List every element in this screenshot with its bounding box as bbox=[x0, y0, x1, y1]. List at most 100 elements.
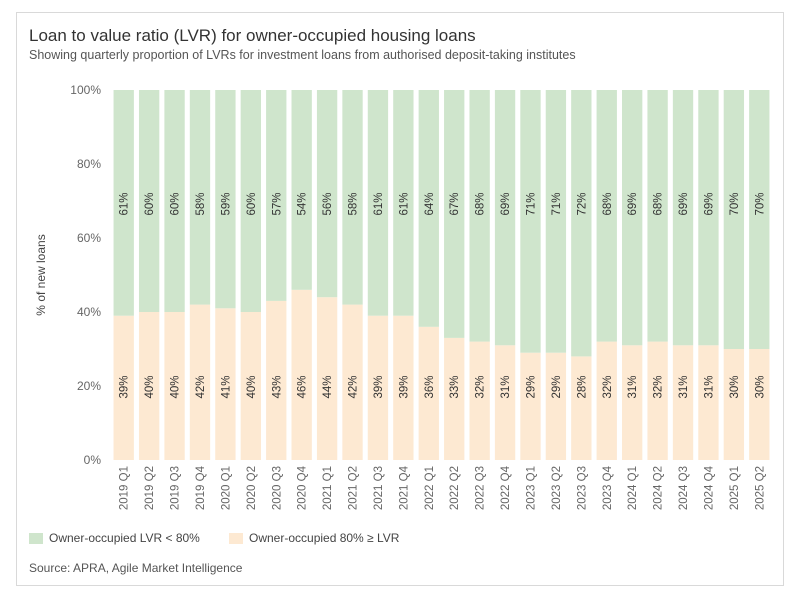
data-label-low-lvr: 58% bbox=[195, 192, 207, 215]
data-label-low-lvr: 69% bbox=[678, 192, 690, 215]
x-tick-label: 2023 Q3 bbox=[576, 466, 588, 510]
bar-segment-low-lvr bbox=[138, 90, 160, 312]
bar-segment-low-lvr bbox=[571, 90, 592, 357]
bar-segment-low-lvr bbox=[418, 90, 439, 327]
x-tick-label: 2020 Q1 bbox=[220, 466, 232, 510]
bar-segment-high-lvr bbox=[622, 345, 643, 460]
data-label-high-lvr: 41% bbox=[220, 375, 232, 398]
x-tick-label: 2020 Q2 bbox=[246, 466, 258, 510]
data-label-low-lvr: 69% bbox=[500, 192, 512, 215]
bar-segment-low-lvr bbox=[316, 90, 338, 298]
data-label-high-lvr: 32% bbox=[653, 375, 665, 398]
legend-item-high-lvr: Owner-occupied 80% ≥ LVR bbox=[229, 531, 399, 545]
x-tick-label: 2022 Q3 bbox=[475, 466, 487, 510]
legend-label-low-lvr: Owner-occupied LVR < 80% bbox=[49, 531, 200, 545]
bar-segment-low-lvr bbox=[749, 90, 770, 349]
data-label-low-lvr: 54% bbox=[297, 192, 309, 215]
data-label-low-lvr: 61% bbox=[373, 192, 385, 215]
bar-segment-high-lvr bbox=[647, 341, 668, 460]
data-label-low-lvr: 72% bbox=[576, 192, 588, 215]
data-label-low-lvr: 61% bbox=[119, 192, 131, 215]
x-tick-label: 2019 Q3 bbox=[170, 466, 182, 510]
bar-segment-low-lvr bbox=[723, 90, 745, 349]
data-label-low-lvr: 70% bbox=[729, 192, 741, 215]
x-tick-label: 2019 Q2 bbox=[144, 466, 156, 510]
bar-segment-high-lvr bbox=[418, 326, 439, 460]
x-tick-label: 2024 Q2 bbox=[653, 466, 665, 510]
bar-segment-high-lvr bbox=[545, 352, 567, 460]
data-label-low-lvr: 58% bbox=[348, 192, 360, 215]
data-label-low-lvr: 60% bbox=[246, 192, 258, 215]
x-tick-label: 2024 Q1 bbox=[627, 466, 639, 510]
bar-segment-low-lvr bbox=[215, 90, 236, 309]
bar-segment-low-lvr bbox=[469, 90, 490, 342]
bar-segment-high-lvr bbox=[215, 308, 236, 460]
data-label-high-lvr: 32% bbox=[475, 375, 487, 398]
data-label-high-lvr: 28% bbox=[576, 375, 588, 398]
y-tick-label: 100% bbox=[70, 83, 101, 97]
data-label-low-lvr: 59% bbox=[220, 192, 232, 215]
x-tick-label: 2022 Q2 bbox=[449, 466, 461, 510]
data-label-high-lvr: 46% bbox=[297, 375, 309, 398]
bar-segment-low-lvr bbox=[367, 90, 389, 316]
x-tick-label: 2022 Q1 bbox=[424, 466, 436, 510]
data-label-high-lvr: 31% bbox=[703, 375, 715, 398]
bar-segment-low-lvr bbox=[393, 90, 414, 316]
data-label-low-lvr: 69% bbox=[627, 192, 639, 215]
data-label-high-lvr: 43% bbox=[271, 375, 283, 398]
data-label-high-lvr: 40% bbox=[246, 375, 258, 398]
bar-segment-high-lvr bbox=[571, 356, 592, 460]
data-label-low-lvr: 70% bbox=[754, 192, 766, 215]
bar-segment-low-lvr bbox=[622, 90, 643, 346]
data-label-high-lvr: 39% bbox=[398, 375, 410, 398]
bar-segment-high-lvr bbox=[342, 304, 363, 460]
bar-segment-high-lvr bbox=[596, 341, 617, 460]
x-tick-label: 2020 Q4 bbox=[297, 465, 309, 510]
bar-segment-high-lvr bbox=[367, 315, 389, 460]
data-label-low-lvr: 60% bbox=[144, 192, 156, 215]
legend-swatch-low-lvr bbox=[29, 532, 43, 544]
bar-segment-low-lvr bbox=[189, 90, 211, 305]
x-tick-label: 2025 Q2 bbox=[754, 466, 766, 510]
bar-segment-low-lvr bbox=[342, 90, 363, 305]
bar-segment-low-lvr bbox=[545, 90, 567, 353]
data-label-high-lvr: 39% bbox=[119, 375, 131, 398]
data-label-high-lvr: 44% bbox=[322, 375, 334, 398]
bar-segment-low-lvr bbox=[672, 90, 694, 346]
bar-segment-low-lvr bbox=[596, 90, 617, 342]
data-label-high-lvr: 39% bbox=[373, 375, 385, 398]
bar-segment-low-lvr bbox=[444, 90, 465, 338]
data-label-high-lvr: 30% bbox=[729, 375, 741, 398]
x-tick-label: 2021 Q3 bbox=[373, 466, 385, 510]
x-tick-label: 2021 Q4 bbox=[398, 465, 410, 510]
data-label-low-lvr: 71% bbox=[525, 192, 537, 215]
y-axis-title: % of new loans bbox=[34, 234, 48, 315]
bar-segment-low-lvr bbox=[647, 90, 668, 342]
x-tick-label: 2024 Q4 bbox=[703, 465, 715, 510]
legend-item-low-lvr: Owner-occupied LVR < 80% bbox=[29, 531, 200, 545]
bar-segment-high-lvr bbox=[672, 345, 694, 460]
data-label-low-lvr: 64% bbox=[424, 192, 436, 215]
bar-segment-high-lvr bbox=[240, 312, 261, 460]
x-tick-label: 2023 Q4 bbox=[602, 465, 614, 510]
y-tick-label: 60% bbox=[77, 231, 101, 245]
data-label-low-lvr: 56% bbox=[322, 192, 334, 215]
bar-segment-high-lvr bbox=[520, 352, 541, 460]
bar-segment-low-lvr bbox=[291, 90, 312, 290]
chart-subtitle: Showing quarterly proportion of LVRs for… bbox=[29, 48, 576, 62]
x-tick-label: 2025 Q1 bbox=[729, 466, 741, 510]
data-label-low-lvr: 67% bbox=[449, 192, 461, 215]
data-label-high-lvr: 31% bbox=[500, 375, 512, 398]
data-label-low-lvr: 60% bbox=[170, 192, 182, 215]
x-tick-label: 2019 Q1 bbox=[119, 466, 131, 510]
bar-segment-high-lvr bbox=[723, 349, 745, 460]
bar-segment-high-lvr bbox=[444, 337, 465, 460]
data-label-high-lvr: 29% bbox=[551, 375, 563, 398]
x-tick-label: 2020 Q3 bbox=[271, 466, 283, 510]
data-label-high-lvr: 31% bbox=[627, 375, 639, 398]
data-label-low-lvr: 68% bbox=[602, 192, 614, 215]
x-tick-label: 2021 Q1 bbox=[322, 466, 334, 510]
bar-segment-high-lvr bbox=[291, 289, 312, 460]
bar-segment-high-lvr bbox=[749, 349, 770, 460]
